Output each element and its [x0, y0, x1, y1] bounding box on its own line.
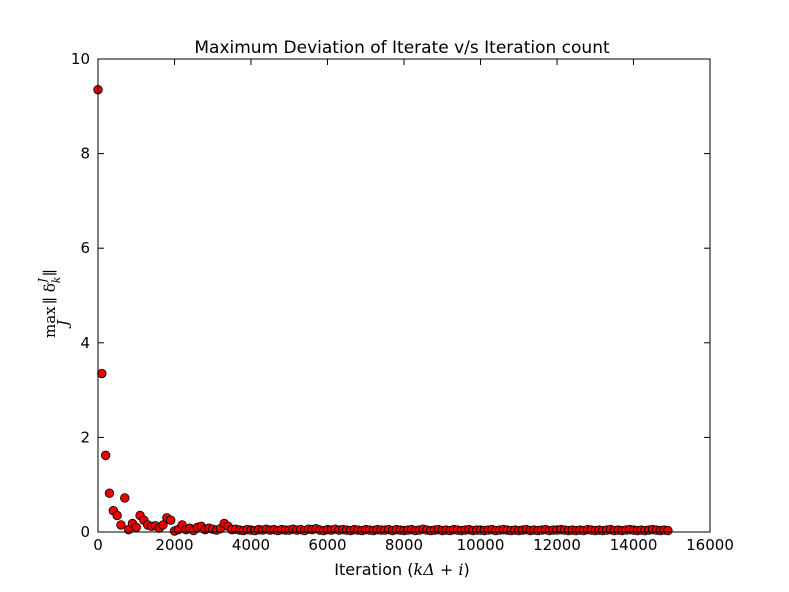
y-tick-label: 10 [71, 50, 90, 68]
data-point [104, 488, 115, 498]
y-tick-label: 4 [80, 334, 90, 352]
x-tick-label: 6000 [308, 536, 346, 554]
y-tick-label: 2 [80, 428, 90, 446]
y-axis-label-close: ∥ [41, 269, 59, 276]
data-point [112, 510, 122, 521]
data-point [165, 515, 176, 525]
y-axis-label-operator: max [41, 306, 59, 338]
x-axis-label-math: kΔ + i [414, 560, 464, 579]
data-point [120, 493, 130, 503]
y-tick-label: 8 [80, 145, 90, 163]
y-axis-label-sup: J [36, 278, 49, 285]
x-tick-label: 16000 [686, 536, 734, 554]
x-axis-label-prefix: Iteration ( [334, 560, 413, 579]
data-point [116, 520, 126, 530]
x-axis-label: Iteration (kΔ + i) [334, 560, 469, 579]
data-point [100, 450, 111, 461]
data-points [93, 85, 673, 536]
y-axis-label-operator-subscript: J [54, 319, 72, 329]
x-tick-label: 14000 [610, 536, 658, 554]
data-point [131, 522, 141, 532]
x-tick-label: 4000 [232, 536, 270, 554]
data-point [663, 525, 673, 536]
chart-title: Maximum Deviation of Iterate v/s Iterati… [194, 38, 610, 58]
y-axis-ticks: 0 2 4 6 8 10 [71, 50, 710, 541]
x-tick-label: 2000 [155, 536, 193, 554]
x-tick-label: 0 [93, 536, 103, 554]
y-tick-label: 0 [80, 523, 90, 541]
y-axis-label: max J ∥ δkJ∥ [36, 269, 72, 338]
x-tick-label: 12000 [533, 536, 581, 554]
y-axis-label-delta: ∥ δ [41, 283, 59, 304]
x-tick-label: 10000 [457, 536, 505, 554]
data-point [158, 520, 168, 530]
x-axis-ticks: 0 2000 4000 6000 8000 10000 12000 14000 16000 [93, 59, 734, 554]
x-axis-label-suffix: ) [463, 560, 469, 579]
y-tick-label: 6 [80, 239, 90, 257]
y-axis-label-expression: ∥ δkJ ∥ [36, 269, 63, 304]
x-tick-label: 8000 [385, 536, 423, 554]
plot-frame [97, 58, 711, 533]
y-axis-label-sub: k [50, 276, 63, 283]
data-point [97, 368, 107, 379]
